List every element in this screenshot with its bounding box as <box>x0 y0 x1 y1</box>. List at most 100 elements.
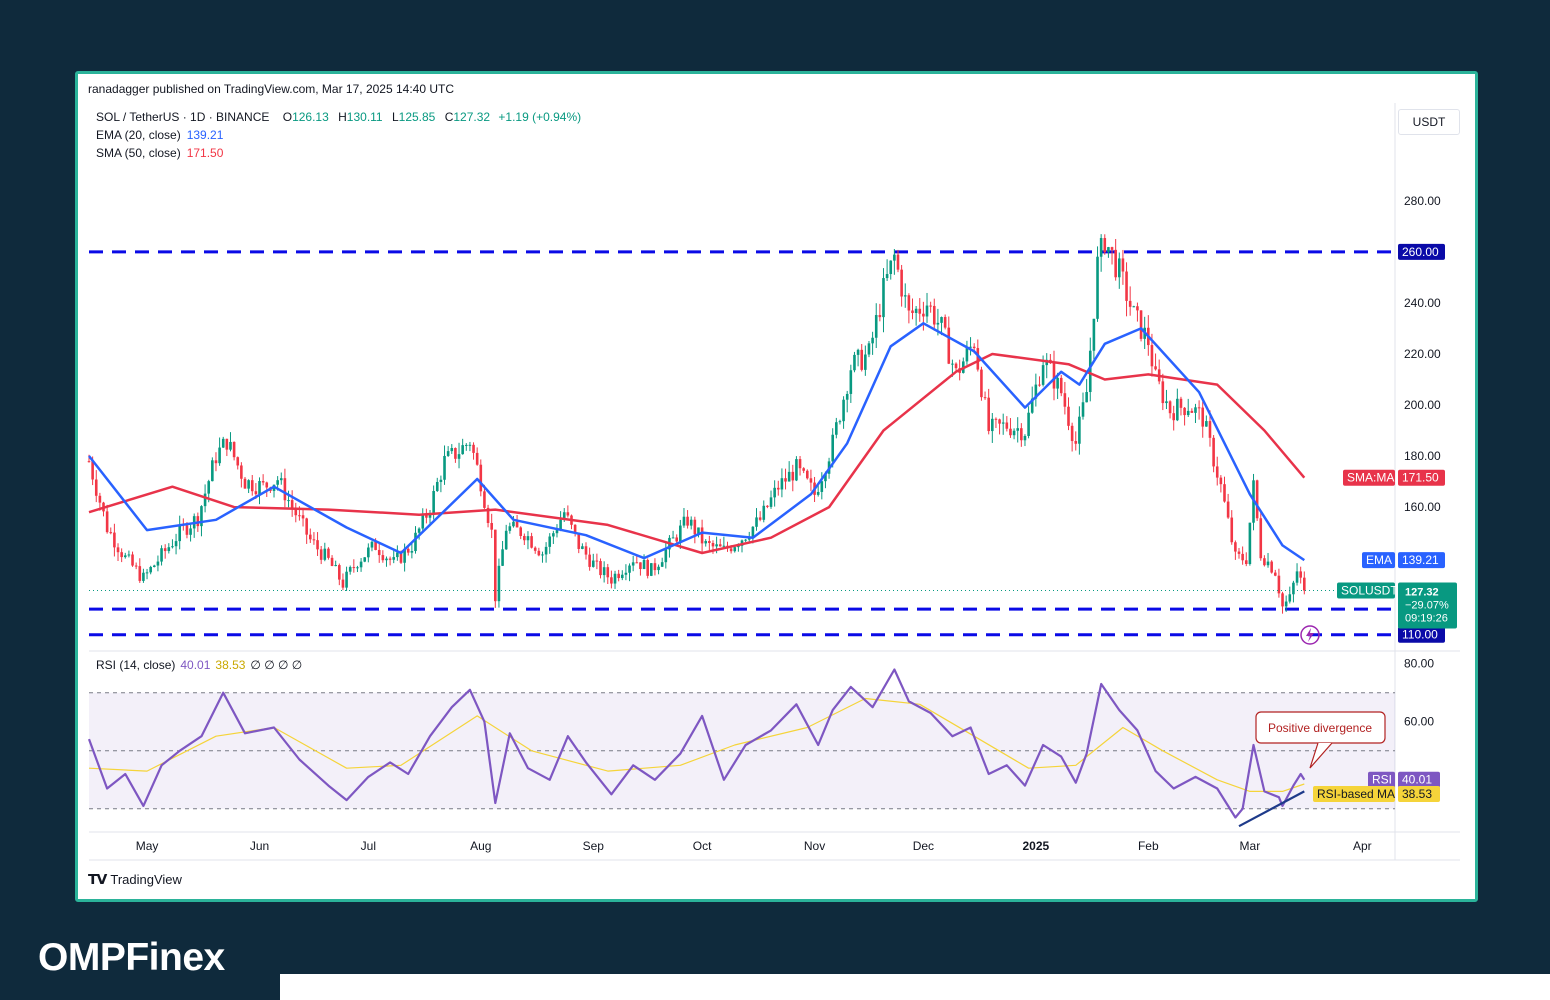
candle-body <box>338 565 341 580</box>
candle-body <box>708 541 711 544</box>
candle-body <box>519 527 523 536</box>
candle-body <box>1168 401 1172 414</box>
rsi-label: RSI (14, close) <box>96 658 176 672</box>
candle-body <box>446 451 450 456</box>
sma-legend[interactable]: SMA (50, close) 171.50 <box>96 146 223 160</box>
candle-body <box>969 346 972 348</box>
candle-body <box>1215 466 1219 478</box>
rsi-value-badge-text: 40.01 <box>1402 773 1432 787</box>
rsi-legend[interactable]: RSI (14, close) 40.01 38.53 ∅ ∅ ∅ ∅ <box>96 658 302 672</box>
candle-body <box>1099 238 1103 257</box>
candle-body <box>972 346 976 349</box>
candle-body <box>91 461 94 480</box>
candle-body <box>650 563 653 576</box>
candle-body <box>1237 551 1241 554</box>
candle-body <box>1001 422 1005 424</box>
ema-legend[interactable]: EMA (20, close) 139.21 <box>96 128 223 142</box>
candle-body <box>142 572 145 581</box>
symbol-name-badge: SOLUSDT <box>1337 582 1398 599</box>
candle-body <box>417 528 421 533</box>
close-label: C <box>444 110 454 124</box>
candle-body <box>250 480 254 492</box>
time-axis-label: Jun <box>250 839 269 853</box>
candle-body <box>276 480 279 485</box>
candle-body <box>1281 593 1284 607</box>
candle-body <box>225 438 229 450</box>
candle-body <box>831 434 834 462</box>
candle-body <box>341 579 345 588</box>
rsi-axis-tick: 60.00 <box>1404 715 1434 729</box>
candle-body <box>421 514 425 529</box>
tradingview-mark-icon: 𝗧𝗩 <box>88 871 107 887</box>
symbol-name-badge-bg <box>1337 582 1395 599</box>
candle-body <box>512 521 515 527</box>
candle-body <box>874 315 878 338</box>
time-axis-label: Dec <box>913 839 934 853</box>
positive-divergence-callout: Positive divergence <box>1255 711 1386 769</box>
candle-body <box>283 478 287 501</box>
rsi-ma-value-badge-bg <box>1398 786 1440 803</box>
symbol-name: SOL / TetherUS · 1D · BINANCE <box>96 110 270 124</box>
candle-body <box>330 557 334 566</box>
candle-body <box>1005 422 1009 429</box>
candle-body <box>1067 406 1070 426</box>
candle-body <box>178 524 181 542</box>
rsi-ma-name-badge-text: RSI-based MA <box>1317 787 1395 801</box>
open-label: O <box>282 110 293 124</box>
candle-body <box>1208 421 1212 438</box>
tradingview-label: TradingView <box>110 872 182 887</box>
candle-body <box>584 546 588 555</box>
candle-body <box>1078 416 1081 444</box>
candle-body <box>842 399 845 422</box>
currency-button[interactable]: USDT <box>1398 109 1460 135</box>
candle-body <box>595 560 599 562</box>
candle-body <box>464 444 468 446</box>
candle-body <box>1016 428 1020 431</box>
candle-body <box>697 527 700 535</box>
ompfinex-logo: OMPFinex <box>38 936 225 979</box>
candle-body <box>435 481 439 492</box>
candle-body <box>689 519 693 526</box>
candle-body <box>153 565 156 567</box>
candle-body <box>98 495 102 503</box>
candle-body <box>163 548 167 552</box>
candle-body <box>145 572 149 574</box>
candle-body <box>610 577 613 584</box>
tradingview-logo[interactable]: 𝗧𝗩 TradingView <box>88 871 182 888</box>
rsi-ma-legend-value: 38.53 <box>215 658 246 672</box>
candle-body <box>994 418 998 420</box>
candle-body <box>367 547 370 558</box>
candle-body <box>1107 247 1110 253</box>
candle-body <box>784 478 787 482</box>
candle-body <box>526 536 530 541</box>
candle-body <box>893 254 896 261</box>
candle-body <box>109 532 113 534</box>
candle-body <box>127 554 131 556</box>
candle-body <box>258 481 261 495</box>
candle-body <box>1270 561 1273 573</box>
candle-body <box>660 562 664 567</box>
candle-body <box>936 322 940 325</box>
candle-body <box>1230 517 1234 543</box>
candle-body <box>1277 575 1281 594</box>
candle-body <box>1085 392 1088 403</box>
sma-value: 171.50 <box>186 146 224 160</box>
candle-body <box>138 566 142 581</box>
candle-body <box>806 470 809 479</box>
candle-body <box>1132 306 1136 308</box>
candle-body <box>240 465 243 479</box>
candle-body <box>352 567 356 569</box>
candle-body <box>700 527 704 544</box>
candle-body <box>1074 441 1078 444</box>
price-axis-tick: 240.00 <box>1404 296 1441 310</box>
candle-body <box>1023 435 1027 441</box>
candle-body <box>766 505 769 507</box>
candle-body <box>1266 561 1270 566</box>
close-value: 127.32 <box>453 110 491 124</box>
candle-body <box>1179 398 1183 408</box>
candle-body <box>1096 256 1099 319</box>
candle-body <box>639 562 642 570</box>
candle-body <box>911 310 914 313</box>
candle-body <box>1088 350 1092 393</box>
